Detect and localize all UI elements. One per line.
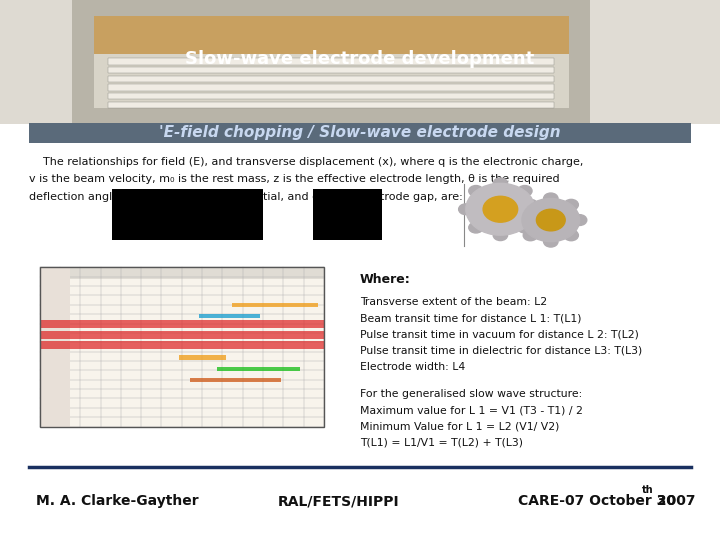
- Circle shape: [564, 230, 578, 241]
- Bar: [313, 189, 382, 240]
- Text: Slow-wave electrode development: Slow-wave electrode development: [185, 50, 535, 69]
- Text: 2007: 2007: [652, 494, 695, 508]
- Text: For the generalised slow wave structure:: For the generalised slow wave structure:: [360, 389, 582, 399]
- Text: v is the beam velocity, m₀ is the rest mass, z is the effective electrode length: v is the beam velocity, m₀ is the rest m…: [29, 174, 559, 185]
- Text: Electrode width: L4: Electrode width: L4: [360, 362, 465, 372]
- Text: th: th: [642, 485, 654, 495]
- Bar: [108, 102, 554, 108]
- Bar: [590, 0, 720, 124]
- Circle shape: [469, 186, 483, 197]
- Bar: [108, 93, 554, 99]
- Bar: [94, 16, 569, 54]
- Circle shape: [544, 193, 558, 204]
- Text: Beam transit time for distance L 1: T(L1): Beam transit time for distance L 1: T(L1…: [360, 313, 582, 323]
- Text: deflection angle, V is the deflecting potential, and d is the electrode gap, are: deflection angle, V is the deflecting po…: [29, 192, 462, 202]
- Circle shape: [518, 222, 532, 233]
- Bar: [0, 0, 720, 124]
- Bar: [187, 367, 326, 371]
- Text: Minimum Value for L 1 = L2 (V1/ V2): Minimum Value for L 1 = L2 (V1/ V2): [360, 421, 559, 431]
- Bar: [202, 355, 291, 360]
- Bar: [40, 267, 70, 427]
- Circle shape: [515, 215, 529, 226]
- Text: M. A. Clarke-Gayther: M. A. Clarke-Gayther: [36, 494, 199, 508]
- Bar: [40, 267, 324, 279]
- Bar: [108, 67, 554, 73]
- Bar: [225, 377, 346, 382]
- Circle shape: [459, 204, 473, 214]
- Text: Pulse transit time in dielectric for distance L3: T(L3): Pulse transit time in dielectric for dis…: [360, 346, 642, 356]
- Text: CARE-07 October 30: CARE-07 October 30: [518, 494, 676, 508]
- Bar: [79, 303, 171, 307]
- Bar: [40, 341, 324, 348]
- Bar: [29, 123, 691, 143]
- Text: RAL/FETS/HIPPI: RAL/FETS/HIPPI: [278, 494, 399, 508]
- Circle shape: [518, 186, 532, 197]
- Circle shape: [493, 178, 508, 188]
- Circle shape: [469, 222, 483, 233]
- Circle shape: [483, 196, 518, 222]
- Circle shape: [544, 237, 558, 247]
- Bar: [40, 267, 324, 427]
- Text: The relationships for field (E), and transverse displacement (x), where q is the: The relationships for field (E), and tra…: [29, 157, 583, 167]
- Circle shape: [466, 183, 535, 235]
- Bar: [40, 320, 324, 328]
- Circle shape: [572, 215, 587, 226]
- Bar: [72, 0, 590, 124]
- Bar: [94, 16, 569, 108]
- Bar: [109, 314, 169, 318]
- Text: Pulse transit time in vacuum for distance L 2: T(L2): Pulse transit time in vacuum for distanc…: [360, 329, 639, 340]
- Circle shape: [528, 204, 542, 214]
- Text: T(L1) = L1/V1 = T(L2) + T(L3): T(L1) = L1/V1 = T(L2) + T(L3): [360, 437, 523, 448]
- Bar: [108, 84, 554, 91]
- Text: Where:: Where:: [360, 273, 410, 286]
- Circle shape: [564, 199, 578, 210]
- Text: Maximum value for L 1 = V1 (T3 - T1) / 2: Maximum value for L 1 = V1 (T3 - T1) / 2: [360, 405, 583, 415]
- Bar: [0, 0, 72, 124]
- Bar: [112, 189, 263, 240]
- Circle shape: [522, 198, 580, 242]
- Text: Transverse extent of the beam: L2: Transverse extent of the beam: L2: [360, 297, 547, 307]
- Circle shape: [493, 230, 508, 241]
- Circle shape: [523, 230, 538, 241]
- Circle shape: [523, 199, 538, 210]
- Bar: [108, 76, 554, 82]
- Bar: [40, 332, 324, 339]
- Bar: [40, 267, 324, 427]
- Text: 'E-field chopping / Slow-wave electrode design: 'E-field chopping / Slow-wave electrode …: [159, 125, 561, 140]
- Circle shape: [536, 209, 565, 231]
- Bar: [108, 58, 554, 65]
